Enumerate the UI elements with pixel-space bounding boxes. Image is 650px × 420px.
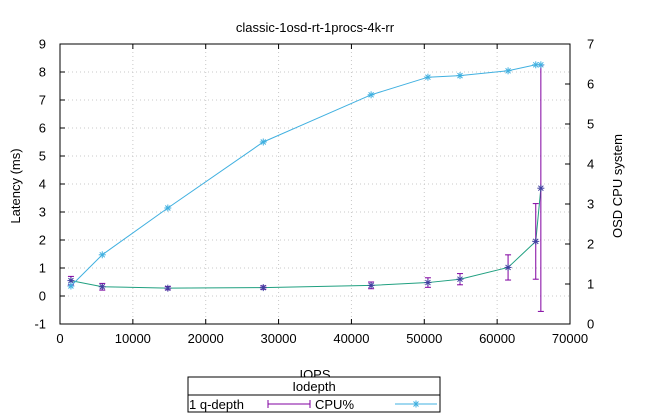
- series-1: [67, 64, 545, 312]
- y-tick-label: 1: [39, 261, 46, 276]
- series-line: [70, 188, 542, 289]
- y-tick-label: 3: [39, 205, 46, 220]
- y-tick-label: 2: [39, 233, 46, 248]
- x-tick-label: 30000: [260, 331, 296, 346]
- x-tick-label: 0: [56, 331, 63, 346]
- y-tick-label: 7: [39, 93, 46, 108]
- legend-entry-series-2: CPU%: [315, 397, 354, 412]
- data-point: [98, 251, 106, 259]
- axis-ticks: 0 10000 20000 30000 40000 50000 60000 70000 -1 0 1…: [34, 37, 594, 347]
- data-point: [98, 283, 106, 291]
- legend-entry-series-1: 1 q-depth: [189, 397, 244, 412]
- legend-swatch-series-2: [395, 400, 437, 408]
- data-point: [424, 73, 432, 81]
- y2-tick-label: 1: [587, 277, 594, 292]
- data-point: [164, 204, 172, 212]
- data-point: [537, 61, 545, 69]
- y-tick-label: 0: [39, 289, 46, 304]
- y-tick-label: 8: [39, 65, 46, 80]
- x-tick-label: 10000: [115, 331, 151, 346]
- data-point: [67, 282, 75, 290]
- data-point: [259, 138, 267, 146]
- x-tick-label: 40000: [333, 331, 369, 346]
- y-tick-label: 5: [39, 149, 46, 164]
- legend: Iodepth 1 q-depth CPU%: [187, 376, 441, 413]
- y2-tick-label: 0: [587, 317, 594, 332]
- y2-tick-label: 7: [587, 37, 594, 52]
- y2-tick-label: 3: [587, 197, 594, 212]
- data-point: [164, 284, 172, 292]
- series-line: [70, 64, 541, 287]
- data-point: [504, 263, 512, 271]
- y2-tick-label: 6: [587, 77, 594, 92]
- data-point: [537, 184, 545, 192]
- x-tick-label: 70000: [552, 331, 588, 346]
- y2-tick-label: 5: [587, 117, 594, 132]
- data-point: [456, 275, 464, 283]
- x-tick-label: 60000: [479, 331, 515, 346]
- data-point: [367, 281, 375, 289]
- data-point: [367, 91, 375, 99]
- y2-tick-label: 4: [587, 157, 594, 172]
- x-tick-label: 50000: [406, 331, 442, 346]
- series-2: [67, 61, 545, 290]
- legend-swatch-series-1: [267, 400, 311, 408]
- y-tick-label: 4: [39, 177, 46, 192]
- data-point: [532, 237, 540, 245]
- y2-axis-label: OSD CPU system: [610, 134, 625, 238]
- legend-title: Iodepth: [292, 379, 335, 394]
- data-point: [259, 284, 267, 292]
- data-point: [424, 279, 432, 287]
- y-tick-label: 6: [39, 121, 46, 136]
- chart-title: classic-1osd-rt-1procs-4k-rr: [236, 20, 395, 35]
- y-tick-label: -1: [34, 317, 46, 332]
- x-tick-label: 20000: [188, 331, 224, 346]
- y-axis-label: Latency (ms): [8, 148, 23, 223]
- data-point: [504, 67, 512, 75]
- y2-tick-label: 2: [587, 237, 594, 252]
- grid: [60, 44, 570, 324]
- data-point: [456, 72, 464, 80]
- y-tick-label: 9: [39, 37, 46, 52]
- series-layer: [67, 61, 545, 312]
